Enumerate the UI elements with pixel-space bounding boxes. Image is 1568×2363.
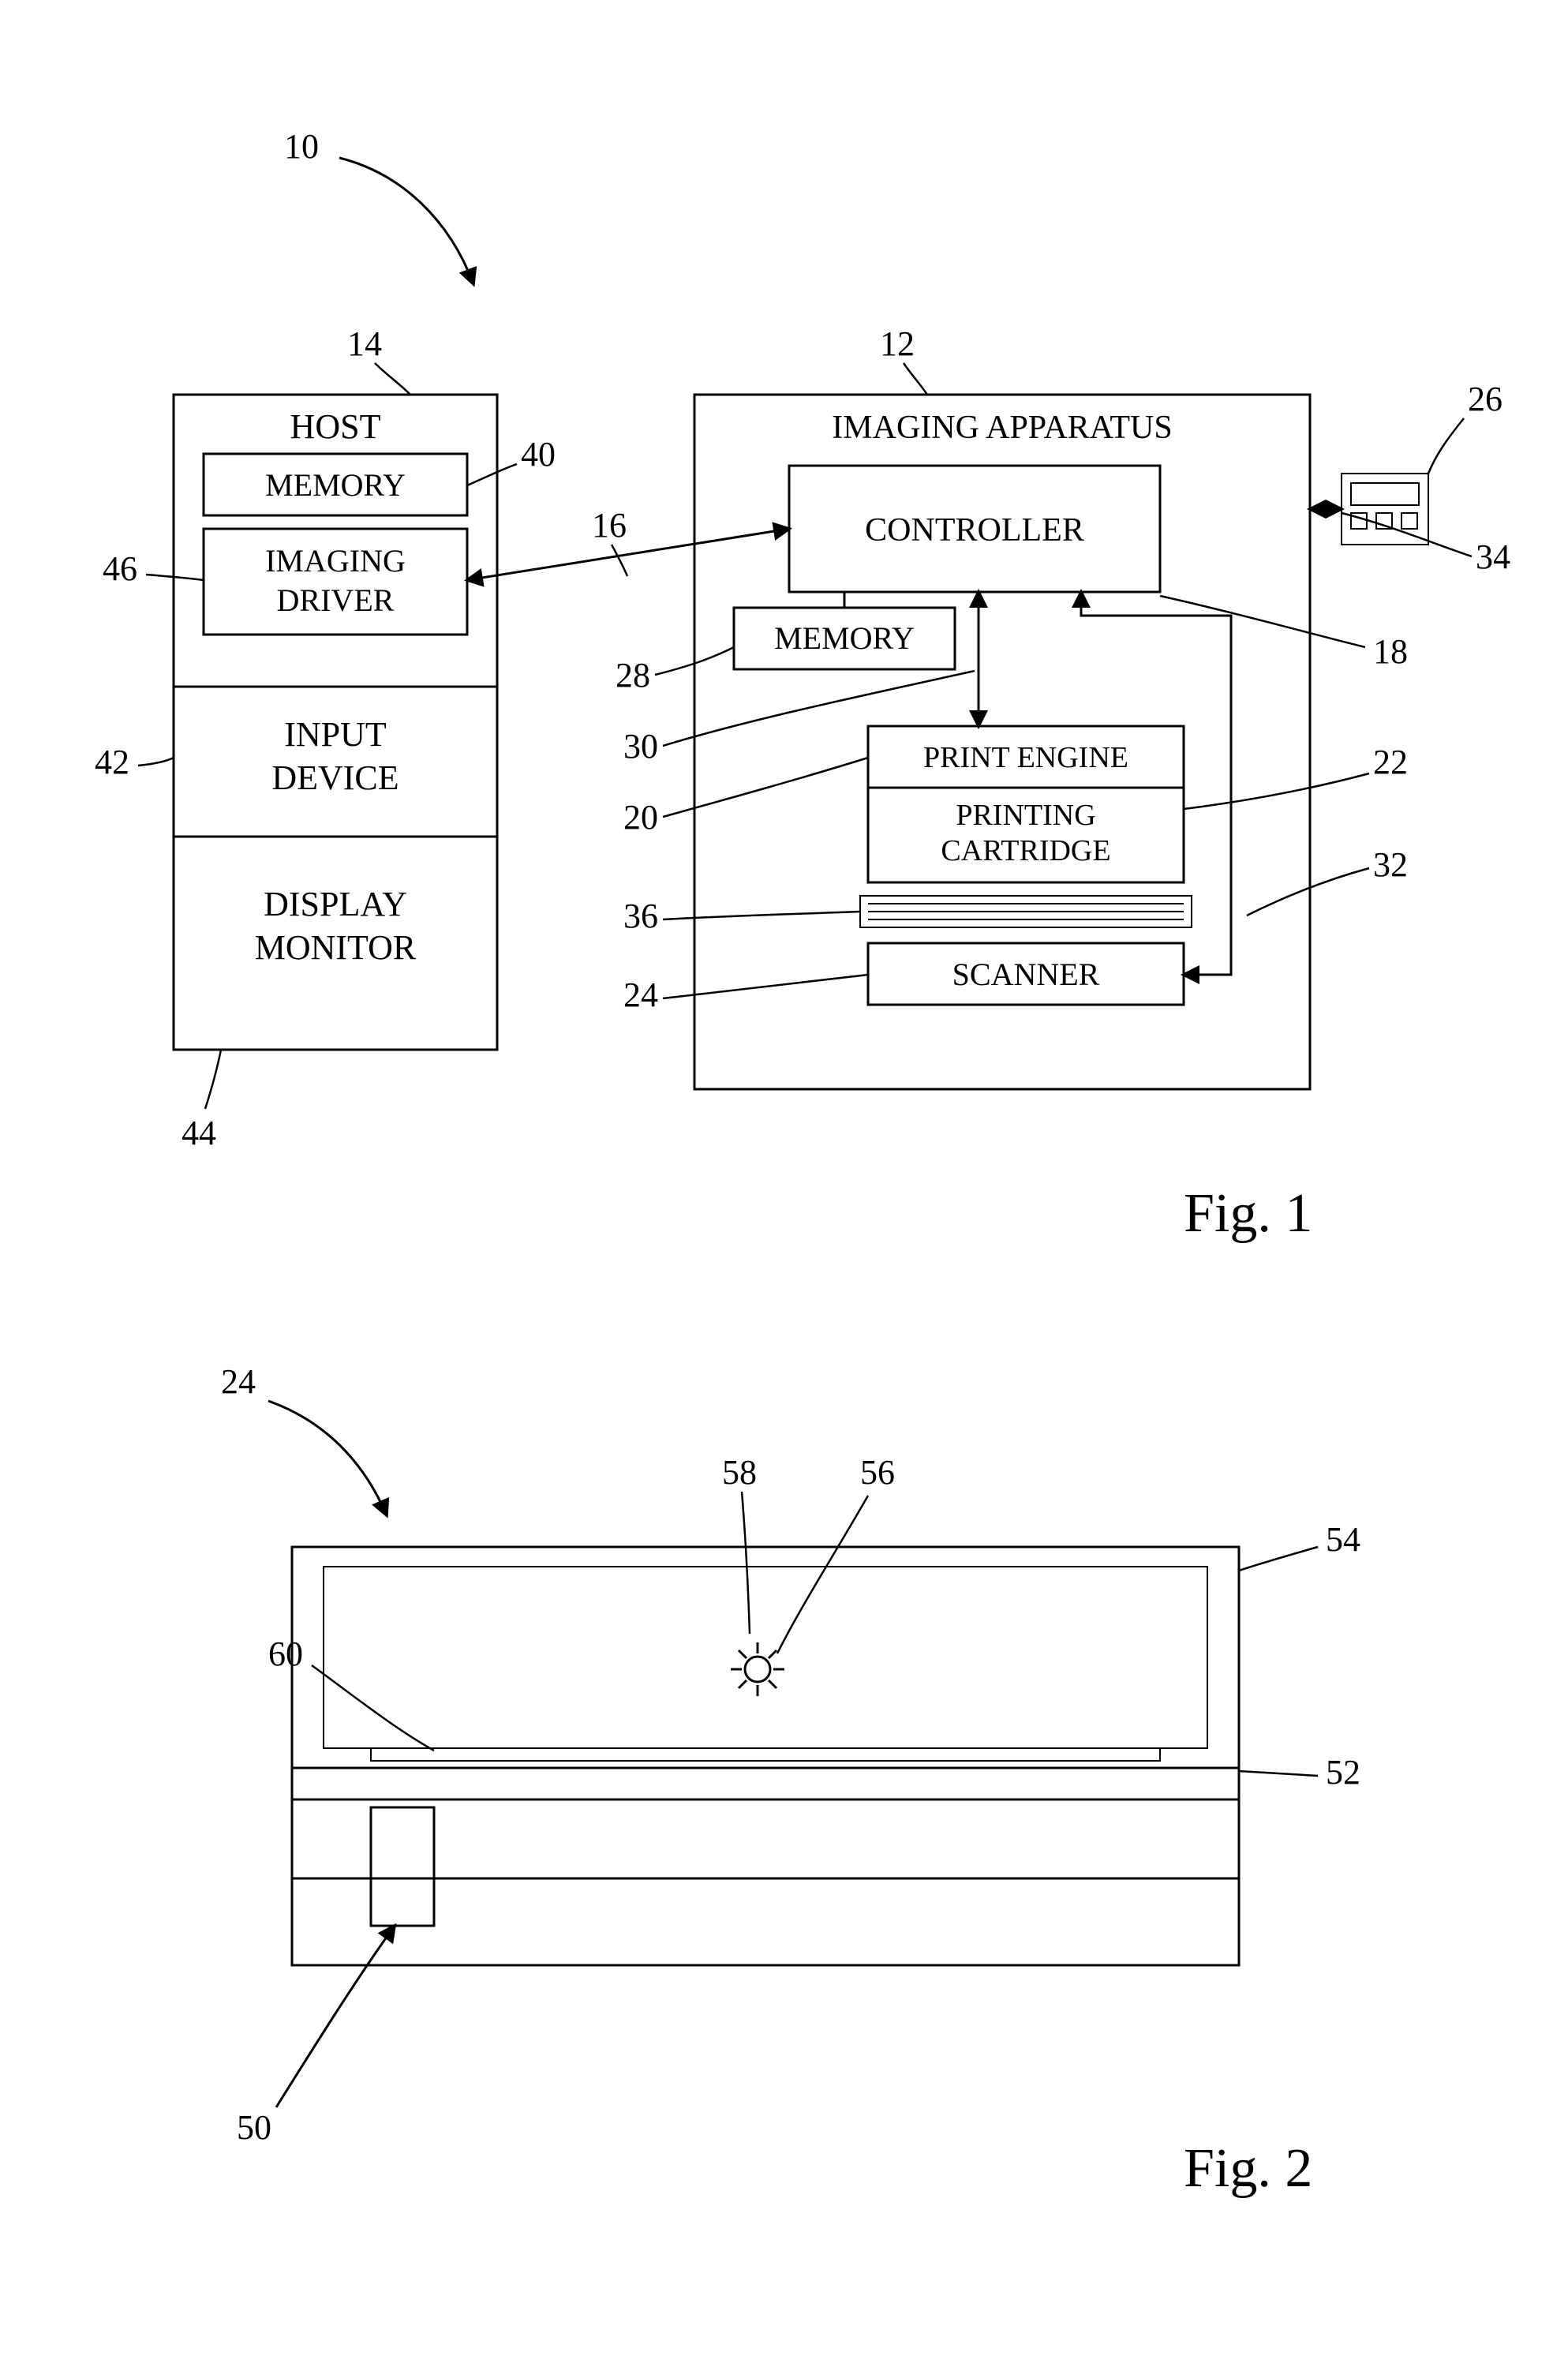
scanner-label: SCANNER bbox=[952, 957, 1100, 992]
ref-20: 20 bbox=[623, 798, 658, 837]
host-memory-label: MEMORY bbox=[265, 467, 406, 503]
ref-24-arrow-fig2 bbox=[268, 1401, 387, 1515]
media-sheet bbox=[860, 896, 1192, 927]
ref-32-lead bbox=[1247, 868, 1369, 916]
ref-44: 44 bbox=[181, 1114, 216, 1152]
ref-26-lead bbox=[1428, 418, 1464, 474]
scanner-upper-window bbox=[324, 1567, 1207, 1748]
ref-34: 34 bbox=[1476, 537, 1510, 576]
ref-18-lead bbox=[1160, 596, 1365, 647]
ref-46: 46 bbox=[103, 549, 137, 588]
display-monitor-l2: MONITOR bbox=[255, 928, 417, 967]
fig1-title: Fig. 1 bbox=[1184, 1183, 1312, 1244]
figure-2: 24 58 bbox=[221, 1362, 1360, 2147]
fig2-title: Fig. 2 bbox=[1184, 2138, 1312, 2199]
imaging-apparatus-title: IMAGING APPARATUS bbox=[832, 410, 1172, 446]
ui-panel bbox=[1342, 474, 1428, 545]
ref-30-lead bbox=[663, 671, 975, 746]
ref-12: 12 bbox=[880, 324, 915, 363]
ref-36-lead bbox=[663, 912, 860, 919]
ref-60-lead bbox=[312, 1665, 434, 1751]
ref-58: 58 bbox=[722, 1453, 757, 1492]
platen-glass bbox=[371, 1748, 1160, 1761]
ref-60: 60 bbox=[268, 1635, 303, 1673]
ref-26: 26 bbox=[1468, 380, 1503, 418]
controller-label: CONTROLLER bbox=[865, 512, 1084, 549]
ref-42: 42 bbox=[95, 743, 129, 781]
ref-22: 22 bbox=[1373, 743, 1408, 781]
input-device-l2: DEVICE bbox=[271, 758, 399, 797]
ref-12-lead bbox=[904, 363, 927, 395]
ref-32: 32 bbox=[1373, 845, 1408, 884]
ref-54-lead bbox=[1239, 1547, 1318, 1571]
ref-54: 54 bbox=[1326, 1520, 1360, 1559]
apparatus-memory-label: MEMORY bbox=[774, 620, 915, 656]
ref-44-lead bbox=[205, 1050, 221, 1109]
print-engine-label: PRINT ENGINE bbox=[923, 741, 1128, 774]
display-monitor-l1: DISPLAY bbox=[264, 885, 407, 923]
ref-10: 10 bbox=[284, 127, 319, 166]
printing-cartridge-l2: CARTRIDGE bbox=[941, 834, 1110, 867]
ref-24-fig1: 24 bbox=[623, 976, 658, 1014]
ref-40-lead bbox=[467, 464, 517, 485]
ref-42-lead bbox=[138, 758, 174, 766]
ref-16-lead bbox=[612, 545, 627, 576]
ref-40: 40 bbox=[521, 435, 556, 474]
ref-56-lead bbox=[777, 1496, 868, 1653]
link-32 bbox=[1081, 592, 1231, 975]
ref-52: 52 bbox=[1326, 1753, 1360, 1792]
ref-18: 18 bbox=[1373, 632, 1408, 671]
diagram-canvas: 10 HOST MEMORY IMAGING DRIVER INPUT DEVI… bbox=[0, 0, 1568, 2363]
ref-52-lead bbox=[1239, 1771, 1318, 1776]
ref-50-arrow bbox=[276, 1926, 395, 2107]
ref-24-fig2: 24 bbox=[221, 1362, 256, 1401]
ref-58-lead bbox=[742, 1492, 750, 1634]
ref-28: 28 bbox=[616, 656, 650, 695]
ref-30: 30 bbox=[623, 727, 658, 766]
ref-50: 50 bbox=[237, 2108, 271, 2147]
link-16 bbox=[467, 529, 789, 580]
imaging-driver-l2: DRIVER bbox=[277, 582, 395, 618]
ref-22-lead bbox=[1184, 773, 1369, 809]
ref-14-lead bbox=[375, 363, 410, 395]
ref-36: 36 bbox=[623, 897, 658, 935]
ref-34-lead bbox=[1342, 513, 1472, 556]
ref-14: 14 bbox=[347, 324, 382, 363]
imaging-driver-l1: IMAGING bbox=[265, 543, 406, 579]
ref-56: 56 bbox=[860, 1453, 895, 1492]
light-source-icon bbox=[731, 1642, 784, 1696]
input-device-l1: INPUT bbox=[284, 715, 387, 754]
printing-cartridge-l1: PRINTING bbox=[956, 799, 1095, 832]
host-title: HOST bbox=[290, 407, 381, 446]
ref-16: 16 bbox=[592, 506, 627, 545]
ref-10-arrow bbox=[339, 158, 473, 284]
scan-head bbox=[371, 1807, 434, 1926]
